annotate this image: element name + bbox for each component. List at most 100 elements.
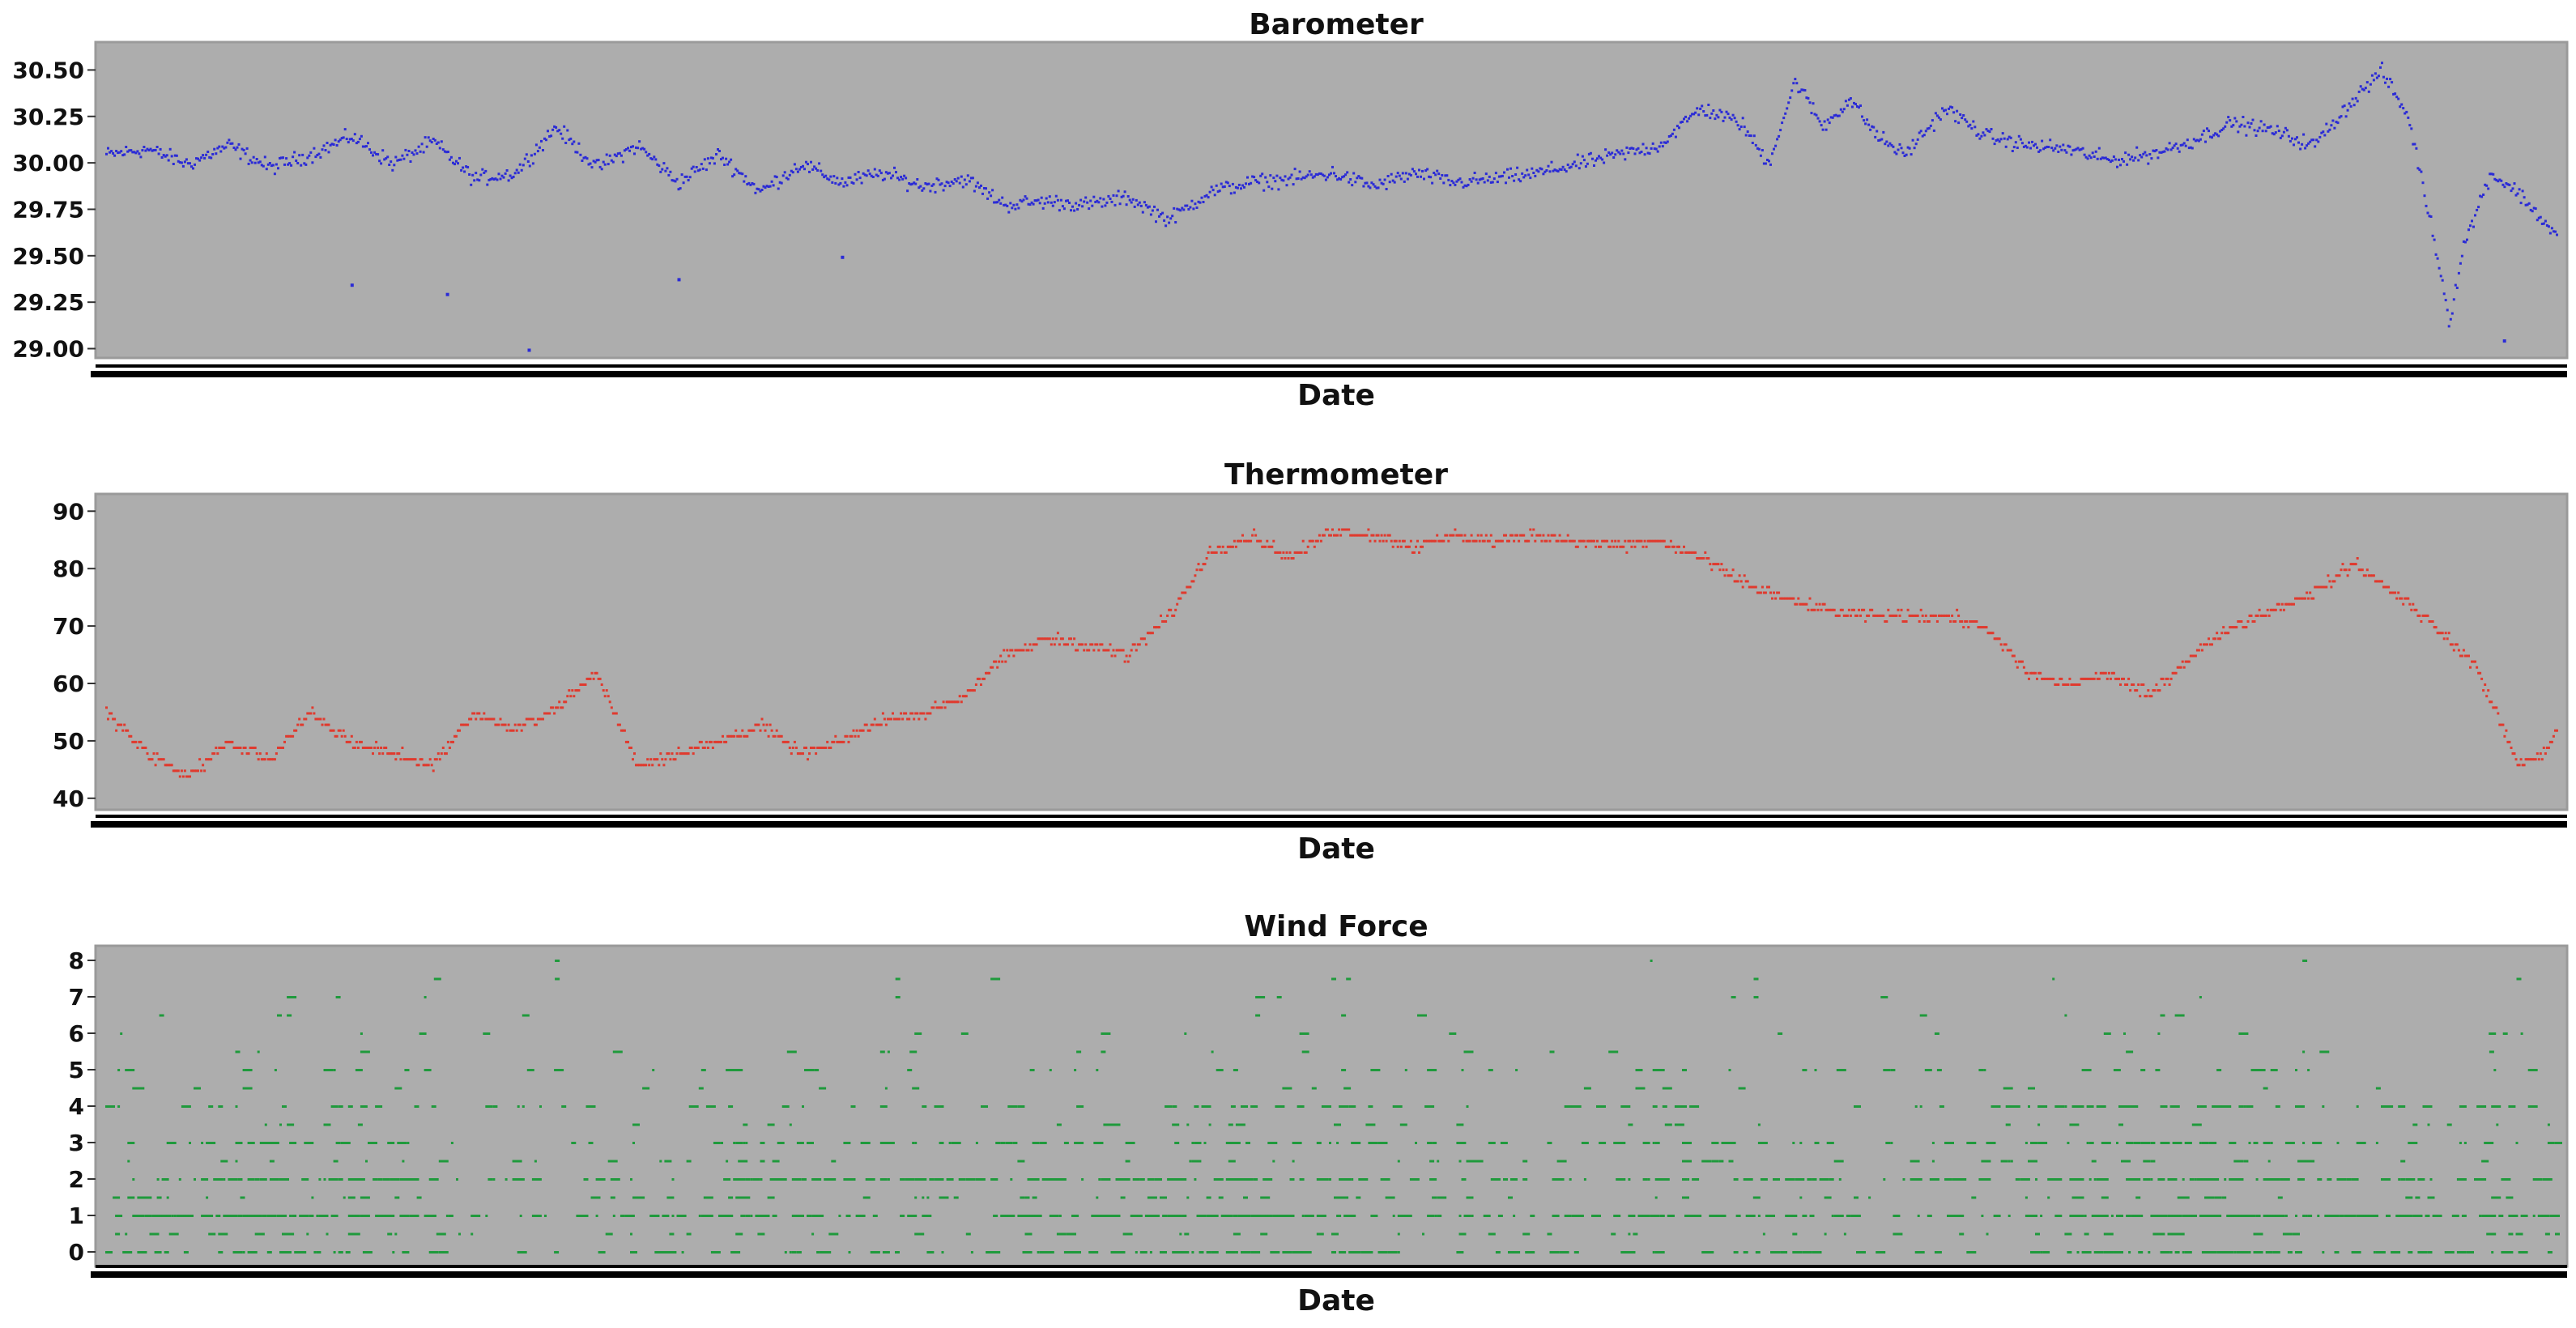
data-point [445, 752, 448, 756]
data-point [2508, 183, 2511, 186]
data-point [632, 1142, 635, 1144]
data-point [1501, 174, 1504, 177]
data-point [1723, 574, 1727, 577]
data-point [1309, 173, 1313, 177]
data-point [1136, 203, 1139, 206]
data-point [2485, 184, 2489, 187]
data-point [2446, 309, 2449, 312]
data-point [2394, 591, 2397, 594]
data-point [1194, 1142, 1202, 1144]
data-point [2121, 1160, 2131, 1163]
data-point [2211, 643, 2213, 646]
data-point [1640, 151, 1643, 153]
data-point [2343, 568, 2346, 572]
data-point [1571, 1215, 1577, 1217]
data-point [229, 142, 232, 145]
data-point [1651, 142, 1654, 145]
data-point [479, 717, 483, 721]
data-point [496, 178, 499, 181]
data-point [582, 683, 585, 686]
data-point [760, 1142, 765, 1144]
data-point [2492, 706, 2495, 709]
data-point [1394, 539, 1398, 543]
data-point [2191, 654, 2194, 658]
data-point [2429, 1178, 2433, 1181]
data-point [2270, 1142, 2273, 1144]
data-point [399, 758, 402, 761]
data-point [901, 177, 905, 181]
data-point [266, 1251, 272, 1254]
data-point [2542, 1215, 2550, 1217]
data-point [592, 677, 595, 680]
data-point [834, 181, 837, 185]
data-point [926, 1251, 935, 1254]
data-point [2310, 597, 2314, 600]
data-point [1258, 181, 1261, 185]
data-point [510, 729, 513, 732]
data-point [953, 178, 956, 181]
data-point [1513, 539, 1516, 543]
data-point [950, 181, 953, 183]
data-point [640, 1196, 645, 1199]
data-point [935, 706, 939, 709]
data-point [207, 758, 210, 761]
data-point [2011, 654, 2014, 658]
data-point [1782, 117, 1786, 120]
data-point [814, 1215, 817, 1217]
data-point [1757, 1123, 1761, 1126]
data-point [2370, 574, 2374, 577]
data-point [522, 723, 525, 726]
data-point [363, 747, 366, 749]
data-point [2505, 182, 2508, 185]
data-point [1454, 528, 1457, 531]
data-point [2287, 134, 2290, 138]
data-point [2508, 1105, 2516, 1108]
data-point [2476, 1105, 2487, 1108]
data-point [1215, 551, 1218, 554]
data-point [1974, 126, 1977, 129]
data-point [2044, 677, 2047, 680]
data-point [1250, 539, 1253, 543]
data-point [1944, 109, 1947, 112]
data-point [1943, 109, 1945, 113]
data-point [1858, 106, 1860, 109]
data-point [1543, 539, 1547, 543]
data-point [1133, 205, 1136, 208]
data-point [1959, 1178, 1967, 1181]
data-point [1079, 643, 1083, 646]
data-point [186, 775, 189, 778]
data-point [1368, 1251, 1373, 1254]
data-point [550, 706, 553, 709]
data-point [2460, 254, 2463, 258]
data-point [990, 194, 993, 198]
data-point [2459, 654, 2462, 658]
data-point [590, 1196, 601, 1199]
data-point [402, 1251, 410, 1254]
data-point [577, 689, 581, 692]
data-point [2356, 1215, 2366, 1217]
data-point [538, 717, 541, 721]
data-point [765, 185, 769, 188]
data-point [262, 1215, 267, 1217]
data-point [1752, 585, 1756, 589]
data-point [1248, 539, 1250, 543]
data-point [2459, 1142, 2462, 1144]
data-point [355, 1069, 363, 1071]
data-point [165, 764, 168, 767]
data-point [778, 181, 781, 184]
data-point [700, 740, 703, 743]
data-point [1762, 591, 1765, 594]
data-point [1625, 1251, 1636, 1254]
data-point [1611, 151, 1614, 155]
data-point [796, 1142, 804, 1144]
data-point [664, 1160, 672, 1163]
data-point [1524, 174, 1527, 177]
data-point [1638, 151, 1641, 155]
data-point [2037, 1142, 2046, 1144]
data-point [2402, 107, 2405, 110]
data-point [1494, 539, 1497, 543]
data-point [574, 689, 577, 692]
data-point [1532, 528, 1535, 531]
data-point [1245, 1215, 1250, 1217]
